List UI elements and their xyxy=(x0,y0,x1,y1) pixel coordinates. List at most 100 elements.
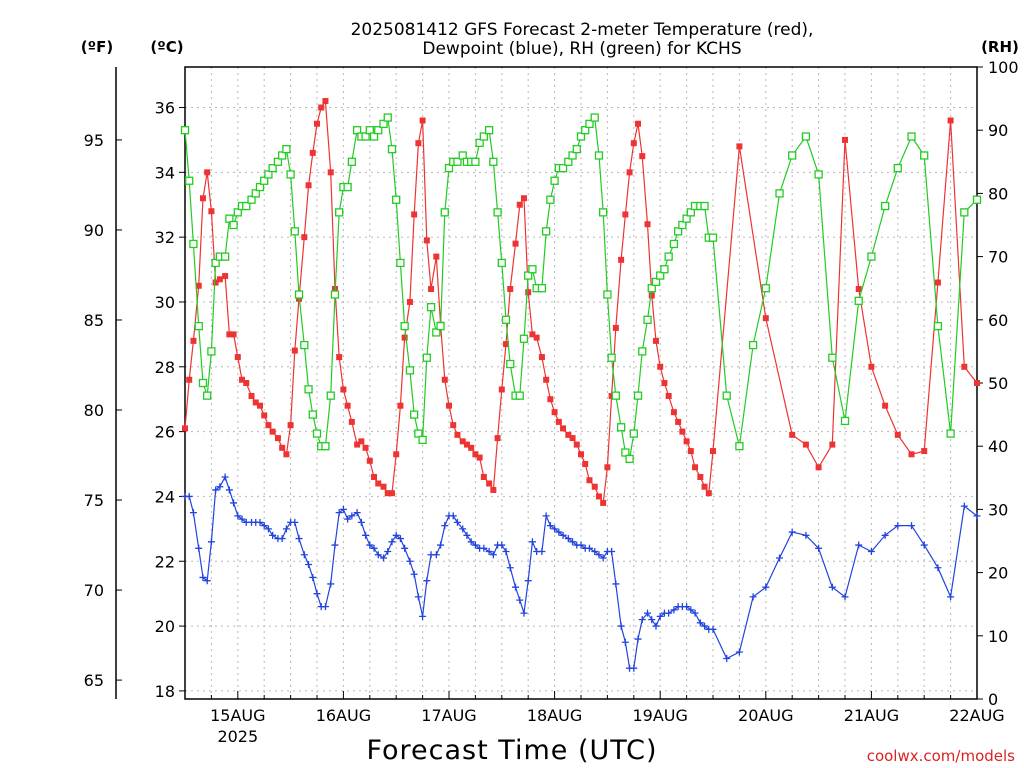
temperature-point xyxy=(894,431,901,438)
temperature-point xyxy=(230,331,237,338)
dewpoint-point xyxy=(612,580,620,588)
celsius-tick-label: 34 xyxy=(155,163,175,182)
dewpoint-point xyxy=(546,522,554,530)
dewpoint-point xyxy=(608,548,616,556)
temperature-point xyxy=(525,289,532,296)
dewpoint-point xyxy=(331,541,339,549)
temperature-point xyxy=(216,276,223,283)
celsius-tick-label: 18 xyxy=(155,682,175,701)
rh-tick-label: 10 xyxy=(988,627,1008,646)
temperature-point xyxy=(573,441,580,448)
rh-point xyxy=(647,284,656,293)
dewpoint-point xyxy=(392,531,400,539)
rh-point xyxy=(387,145,397,154)
fahrenheit-tick-label: 75 xyxy=(84,491,104,510)
temperature-point xyxy=(520,195,527,202)
temperature-point xyxy=(463,441,470,448)
dewpoint-point xyxy=(670,606,678,614)
rh-point xyxy=(542,227,551,236)
temperature-point xyxy=(595,493,602,500)
temperature-point xyxy=(934,279,941,286)
celsius-unit-label: (ºC) xyxy=(150,38,183,56)
rh-point xyxy=(854,296,863,305)
rh-point xyxy=(180,126,190,135)
dewpoint-point xyxy=(749,593,757,601)
temperature-point xyxy=(687,448,694,455)
dewpoint-point xyxy=(471,541,479,549)
x-tick-sublabel: 2025 xyxy=(217,727,258,746)
temperature-point xyxy=(908,451,915,458)
dewpoint-point xyxy=(947,593,955,601)
dewpoint-point xyxy=(920,541,928,549)
fahrenheit-unit-label: (ºF) xyxy=(81,38,113,56)
temperature-point xyxy=(494,435,501,442)
temperature-point xyxy=(305,182,312,189)
dewpoint-point xyxy=(423,577,431,585)
rh-point xyxy=(343,182,352,192)
dewpoint-point xyxy=(388,538,396,546)
series-rh xyxy=(180,113,982,463)
dewpoint-point xyxy=(691,609,699,617)
rh-point xyxy=(581,126,590,135)
rh-point xyxy=(828,353,837,362)
temperature-point xyxy=(384,490,391,497)
dewpoint-point xyxy=(520,609,528,617)
temperature-point xyxy=(490,486,497,493)
dewpoint-point xyxy=(665,609,673,617)
dewpoint-point xyxy=(788,528,796,536)
dewpoint-point xyxy=(908,522,916,530)
temperature-point xyxy=(380,483,387,490)
dewpoint-point xyxy=(735,648,743,656)
rh-point xyxy=(611,391,620,400)
temperature-point xyxy=(327,169,334,176)
temperature-point xyxy=(582,461,589,468)
dewpoint-point xyxy=(506,564,514,572)
celsius-tick-label: 30 xyxy=(155,293,175,312)
temperature-point xyxy=(446,402,452,409)
temperature-point xyxy=(921,448,928,455)
temperature-point xyxy=(802,441,809,448)
rh-point xyxy=(220,252,230,261)
dewpoint-point xyxy=(595,551,603,559)
dewpoint-point xyxy=(555,528,563,536)
dewpoint-point xyxy=(709,625,717,633)
dewpoint-point xyxy=(207,538,215,546)
temperature-point xyxy=(348,418,355,425)
rh-point xyxy=(326,391,335,400)
rh-point xyxy=(933,321,943,331)
temperature-point xyxy=(274,435,281,442)
rh-point xyxy=(643,315,652,324)
temperature-point xyxy=(441,376,448,383)
temperature-point xyxy=(283,451,290,458)
x-tick-label: 20AUG xyxy=(738,706,793,725)
dewpoint-point xyxy=(269,531,277,539)
temperature-point xyxy=(661,380,668,386)
chart-title-line2: Dewpoint (blue), RH (green) for KCHS xyxy=(422,39,741,59)
dewpoint-point xyxy=(313,590,321,598)
temperature-point xyxy=(256,402,263,409)
rh-point xyxy=(194,321,203,331)
rh-point xyxy=(185,176,194,185)
dewpoint-point xyxy=(339,505,347,513)
temperature-point xyxy=(243,380,250,386)
temperature-point xyxy=(565,431,572,438)
temperature-point xyxy=(762,315,769,322)
dewpoint-point xyxy=(374,551,382,559)
dewpoint-point xyxy=(894,522,902,530)
rh-point xyxy=(633,391,643,400)
credit-text: coolwx.com/models xyxy=(867,747,1015,765)
temperature-point xyxy=(635,120,642,127)
rh-point xyxy=(396,258,405,268)
rh-point xyxy=(708,233,718,242)
rh-point xyxy=(247,195,256,204)
temperature-point xyxy=(415,140,422,147)
temperature-point xyxy=(388,490,395,497)
temperature-point xyxy=(239,376,246,383)
temperature-point xyxy=(366,457,373,464)
rh-point xyxy=(669,239,679,249)
temperature-point xyxy=(665,392,672,399)
temperature-point xyxy=(344,402,351,409)
rh-point xyxy=(308,410,317,419)
rh-point xyxy=(440,208,449,217)
temperature-point xyxy=(618,256,625,263)
